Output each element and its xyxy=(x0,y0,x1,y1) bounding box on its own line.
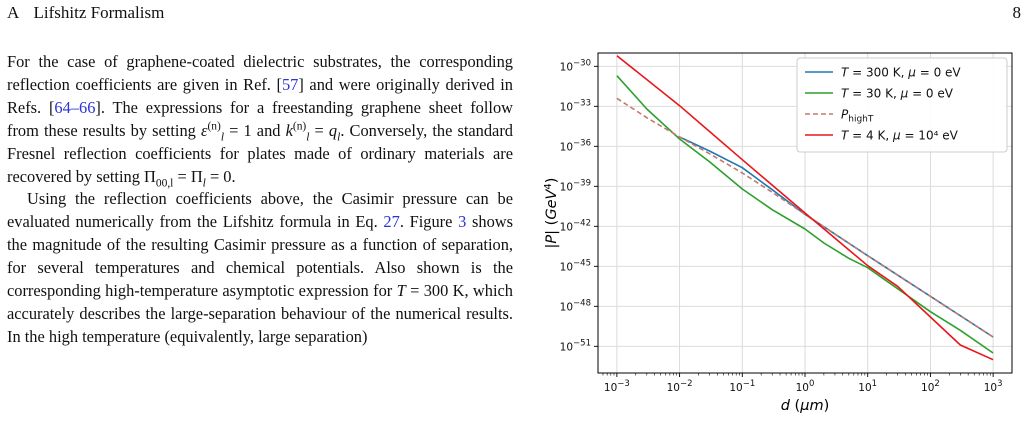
equation-link[interactable]: 27 xyxy=(383,212,400,232)
legend-entry: T = 30 K, μ = 0 eV xyxy=(841,87,954,101)
x-tick-label: 100 xyxy=(796,379,815,394)
legend: T = 300 K, μ = 0 eV T = 30 K, μ = 0 eV Phi… xyxy=(796,57,1008,153)
text-run: ] and were originally derived in Refs. [ xyxy=(7,74,513,117)
legend-entry: T = 300 K, μ = 0 eV xyxy=(841,66,961,80)
x-tick-label: 10−3 xyxy=(604,379,630,394)
x-tick-label: 10−2 xyxy=(667,379,693,394)
page-header: A Lifshitz Formalism 8 xyxy=(7,2,1021,24)
q-symbol: q xyxy=(328,120,338,140)
superscript-n: (n) xyxy=(207,120,221,133)
text-run: = 0. xyxy=(205,166,236,186)
x-tick-label: 10−1 xyxy=(729,379,755,394)
k-symbol: k xyxy=(285,120,293,140)
legend-entry: PhighT xyxy=(841,108,874,125)
paragraph-2: Using the reflection coefficients above,… xyxy=(7,188,513,348)
pi-symbol: Π xyxy=(190,166,203,186)
text-run: shows the magnitude of the resulting Cas… xyxy=(7,212,513,301)
legend-box xyxy=(796,57,1008,153)
text-run: . Conversely, the standard Fresnel refle… xyxy=(7,120,513,186)
subscript-l: l xyxy=(306,131,310,143)
figure-link[interactable]: 3 xyxy=(458,212,467,232)
text-run: = xyxy=(173,166,191,186)
page-number: 8 xyxy=(1012,3,1022,22)
y-axis-label: |P| (GeV4) xyxy=(543,178,561,249)
text-run: = 1 and xyxy=(224,120,286,140)
citation-link[interactable]: 64–66 xyxy=(54,97,96,117)
y-tick-label: 10−39 xyxy=(560,178,591,193)
x-axis-label: d (μm) xyxy=(781,398,830,414)
series-line xyxy=(616,75,994,354)
y-tick-label: 10−33 xyxy=(560,98,591,113)
text-run: ]. The expressions for a freestanding gr… xyxy=(7,97,513,140)
subscript-l: l xyxy=(337,131,341,143)
body-text-column: For the case of graphene-coated dielectr… xyxy=(7,51,513,349)
y-tick-label: 10−48 xyxy=(560,298,591,313)
subscript-00l: 00,l xyxy=(155,176,174,189)
pressure-vs-separation-chart: 10−3 10−2 10−1 100 101 102 103 10−30 10−33 10−36 1… xyxy=(543,52,1013,414)
section-title: Lifshitz Formalism xyxy=(33,3,165,22)
subscript-l: l xyxy=(220,131,225,143)
y-tick-label: 10−36 xyxy=(560,138,591,153)
section-number: A xyxy=(7,3,20,22)
epsilon-symbol: ε xyxy=(201,120,208,140)
series-line xyxy=(679,136,994,338)
y-tick-label: 10−42 xyxy=(560,218,591,233)
text-run: . Figure xyxy=(399,212,459,232)
y-tick-label: 10−45 xyxy=(560,258,591,273)
text-run: For the case of graphene-coated dielectr… xyxy=(7,52,513,94)
casimir-pressure-figure: 10−3 10−2 10−1 100 101 102 103 10−30 10−33 10−36 1… xyxy=(540,42,1028,414)
series-line xyxy=(616,55,994,361)
pi-symbol: Π xyxy=(144,166,156,186)
y-tick-label: 10−51 xyxy=(560,338,591,353)
y-tick-label: 10−30 xyxy=(560,58,591,73)
citation-link[interactable]: 57 xyxy=(281,74,299,94)
temperature-symbol: T xyxy=(396,281,406,301)
axis-ticks: 10−3 10−2 10−1 100 101 102 103 10−30 10−33 10−36 1… xyxy=(560,58,1003,394)
subscript-l: l xyxy=(202,176,206,189)
series-line xyxy=(616,97,994,338)
x-tick-label: 102 xyxy=(921,379,940,394)
text-run: Using the reflection coefficients above,… xyxy=(7,189,513,232)
x-tick-label: 101 xyxy=(858,379,877,394)
x-tick-label: 103 xyxy=(984,379,1003,394)
series-lines xyxy=(616,55,994,361)
running-head: A Lifshitz Formalism xyxy=(7,3,174,23)
legend-entry: T = 4 K, μ = 10⁴ eV xyxy=(841,129,959,143)
text-run: = 300 K, which accurately describes the … xyxy=(7,281,513,346)
text-run: = xyxy=(309,120,329,140)
superscript-n: (n) xyxy=(292,120,307,133)
paragraph-1: For the case of graphene-coated dielectr… xyxy=(7,51,513,189)
